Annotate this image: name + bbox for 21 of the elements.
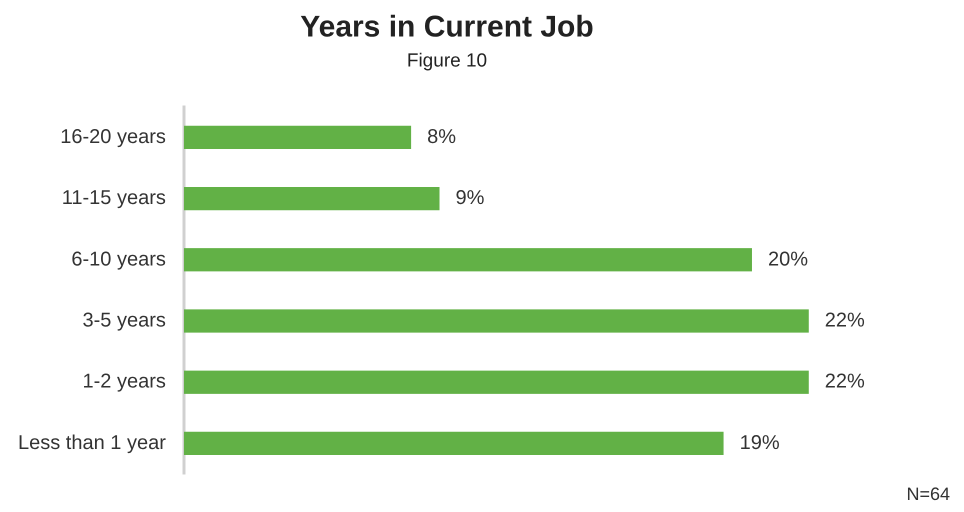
bar (184, 126, 412, 150)
bar (184, 186, 440, 210)
y-tick-label: 1-2 years (82, 370, 166, 393)
chart-subtitle: Figure 10 (406, 50, 488, 72)
y-tick-label: 11-15 years (62, 187, 166, 210)
data-label: 20% (768, 248, 808, 270)
bar (184, 432, 724, 456)
y-tick-label: 16-20 years (60, 126, 166, 148)
y-tick-label: 6-10 years (71, 248, 166, 270)
bar (184, 309, 809, 333)
y-tick-label: Less than 1 year (18, 432, 166, 454)
y-tick-label: 3-5 years (82, 310, 166, 332)
data-label: 22% (824, 370, 866, 393)
bar (184, 370, 809, 394)
data-label: 8% (427, 126, 456, 148)
data-label: 9% (456, 187, 485, 210)
data-label: 22% (824, 310, 866, 332)
data-label: 19% (740, 432, 780, 454)
bar (184, 248, 752, 272)
text: N=64 (906, 484, 950, 504)
chart-title: Years in Current Job (300, 10, 594, 44)
